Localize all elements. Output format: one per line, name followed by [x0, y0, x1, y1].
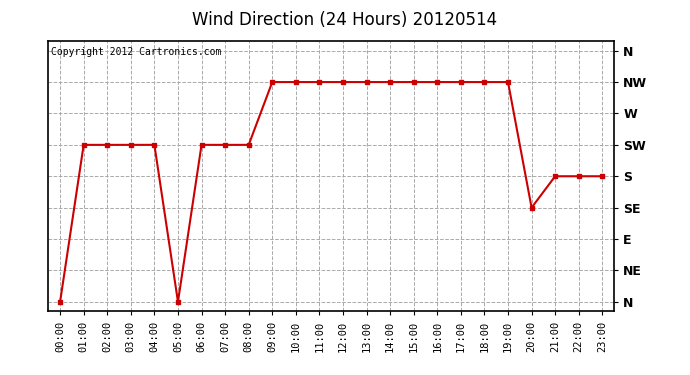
Text: Wind Direction (24 Hours) 20120514: Wind Direction (24 Hours) 20120514 [193, 11, 497, 29]
Text: Copyright 2012 Cartronics.com: Copyright 2012 Cartronics.com [51, 46, 221, 57]
